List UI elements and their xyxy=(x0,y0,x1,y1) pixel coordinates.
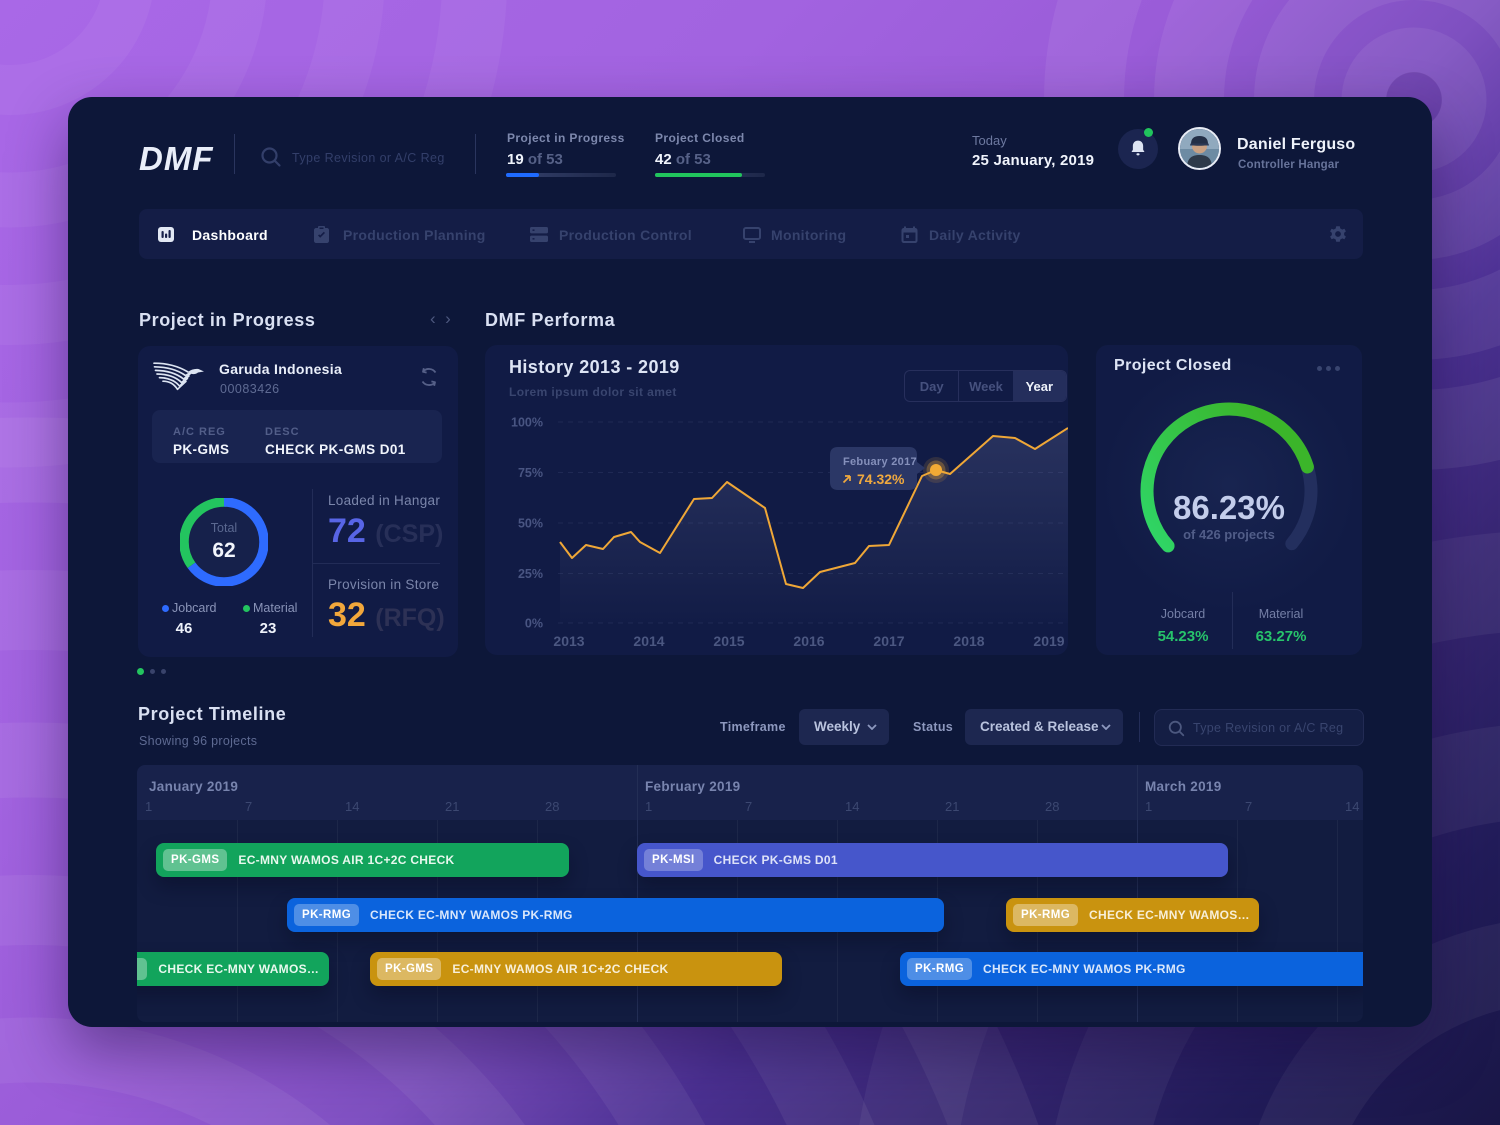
svg-text:2018: 2018 xyxy=(953,633,984,649)
svg-text:25%: 25% xyxy=(518,567,543,581)
svg-text:2016: 2016 xyxy=(793,633,824,649)
svg-text:100%: 100% xyxy=(511,416,543,430)
svg-text:50%: 50% xyxy=(518,517,543,531)
svg-text:2014: 2014 xyxy=(633,633,664,649)
svg-text:2017: 2017 xyxy=(873,633,904,649)
svg-text:75%: 75% xyxy=(518,466,543,480)
svg-text:74.32%: 74.32% xyxy=(857,471,905,487)
svg-text:2015: 2015 xyxy=(713,633,744,649)
svg-text:2013: 2013 xyxy=(553,633,584,649)
svg-text:Febuary 2017: Febuary 2017 xyxy=(843,456,917,468)
svg-text:0%: 0% xyxy=(525,617,543,631)
svg-text:2019: 2019 xyxy=(1033,633,1064,649)
